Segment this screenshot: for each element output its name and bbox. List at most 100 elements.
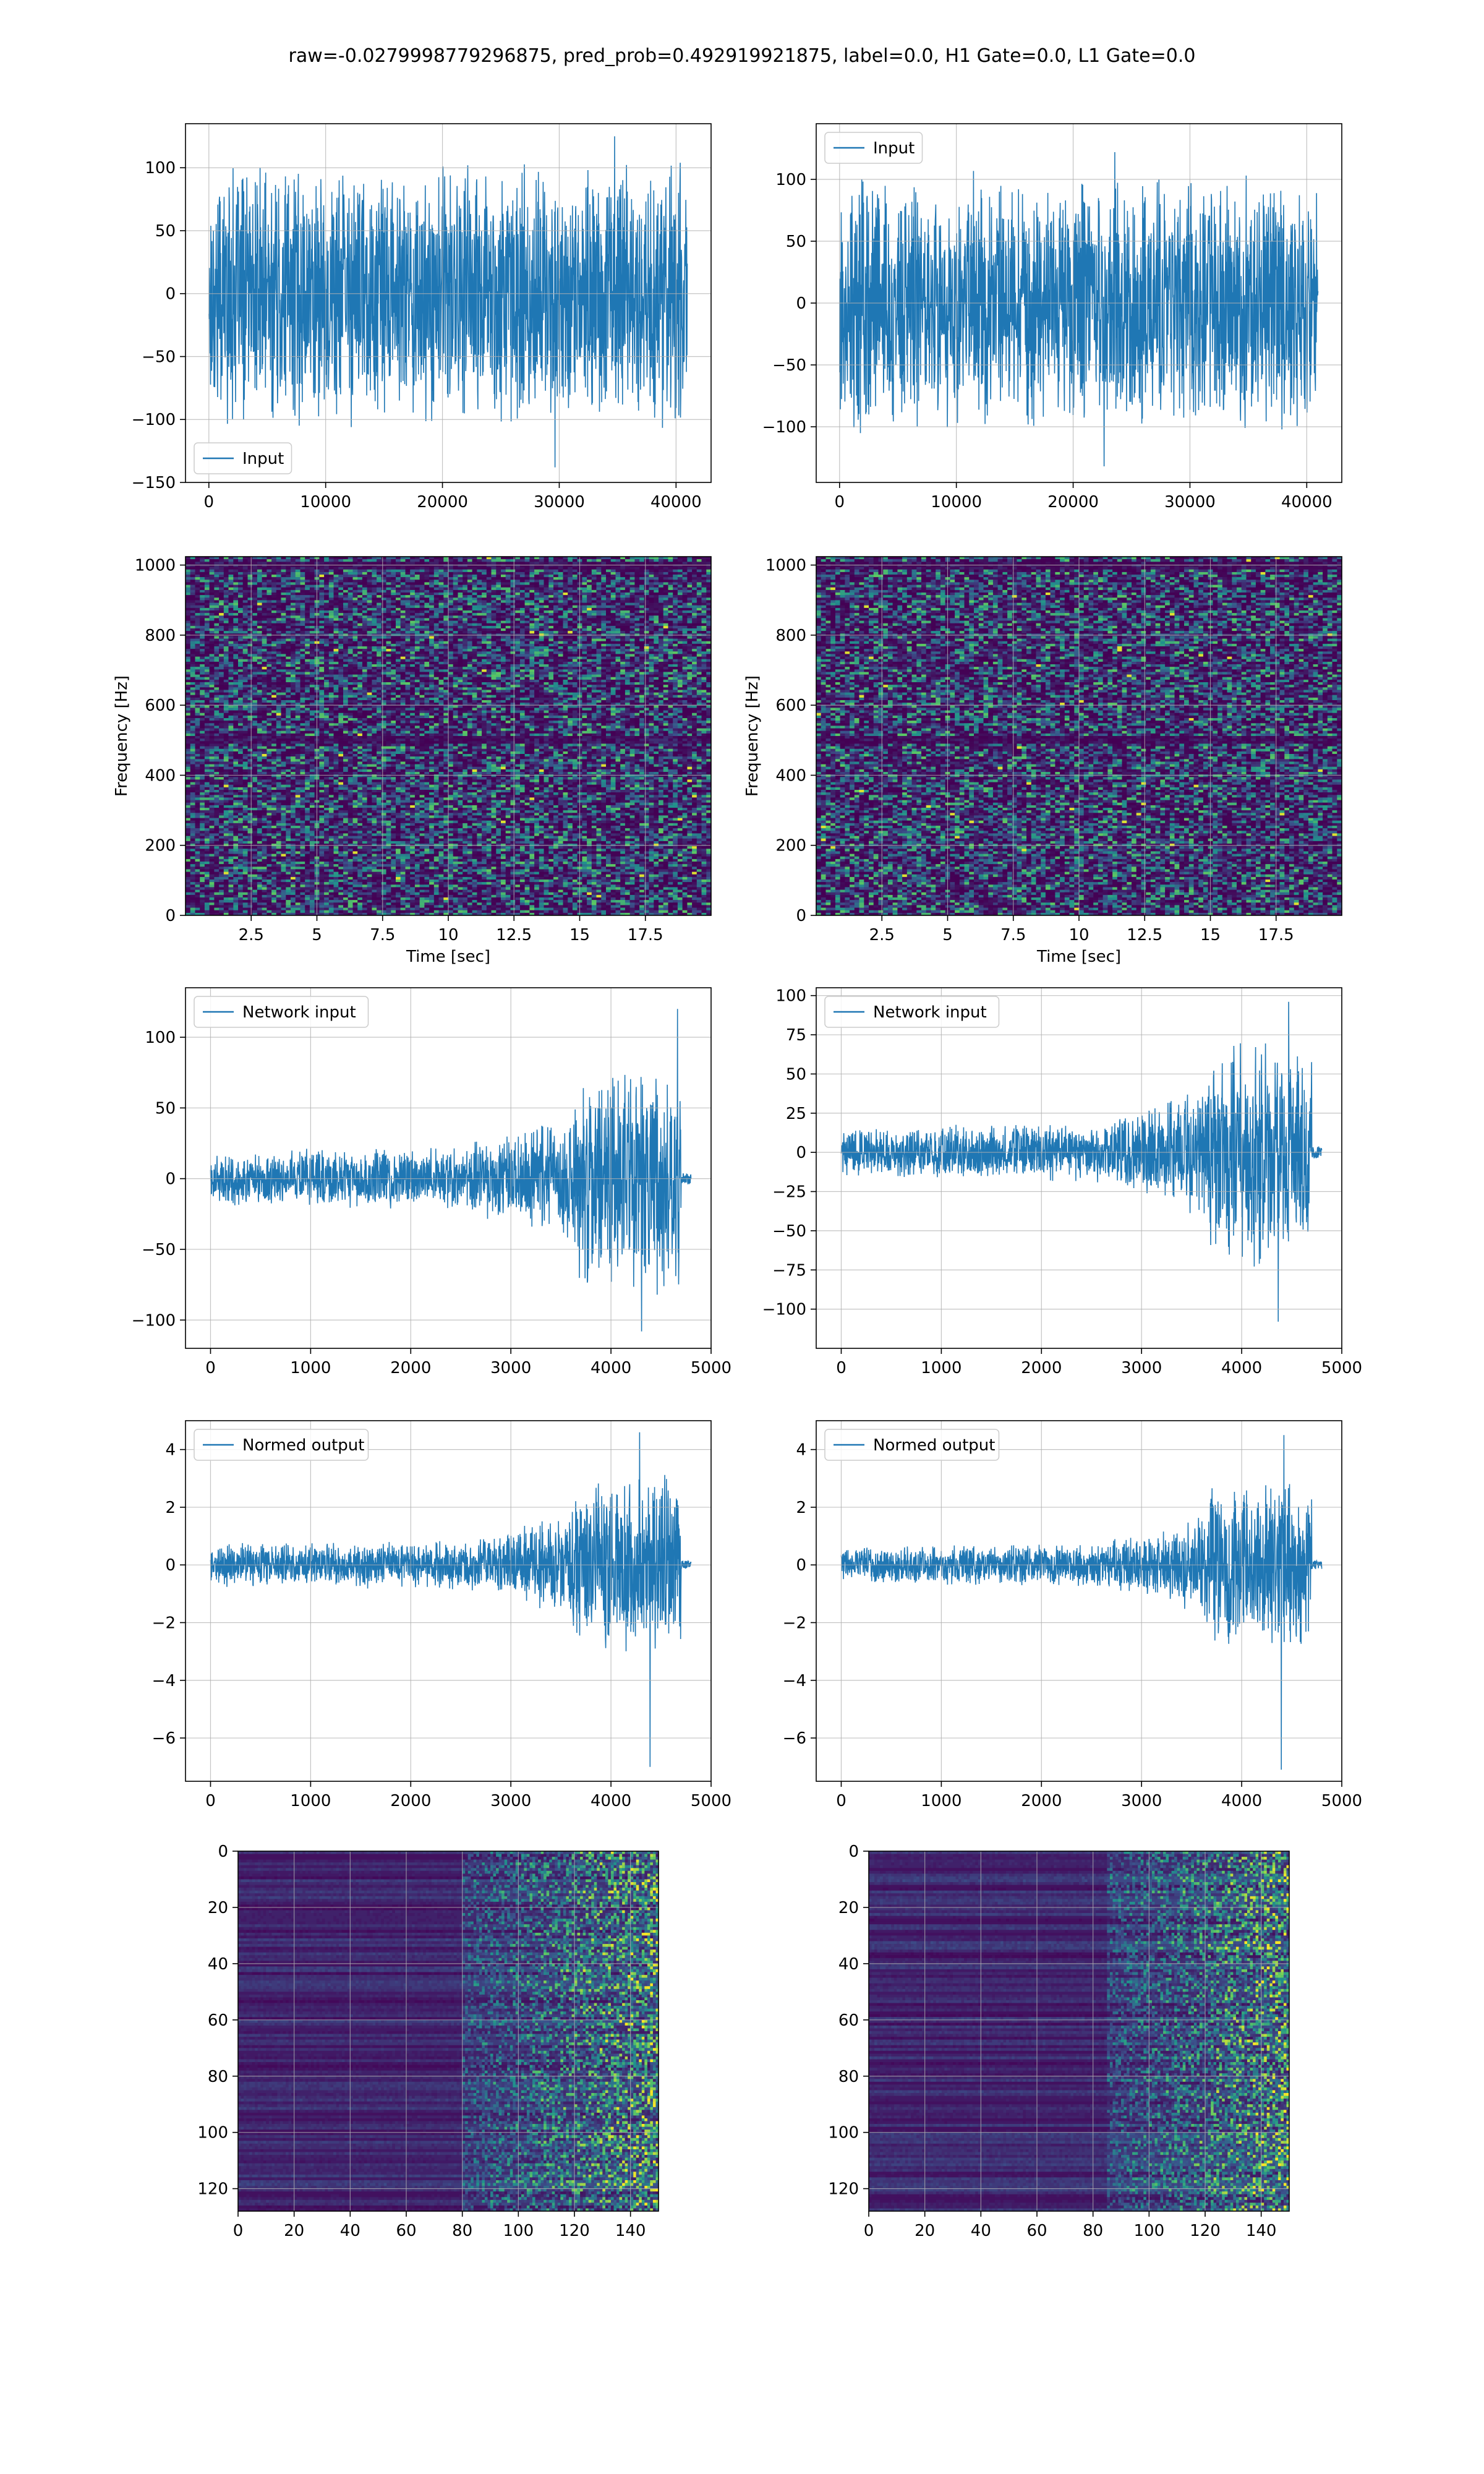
y-tick-label: −2 <box>152 1614 176 1632</box>
x-tick-label: 4000 <box>591 1792 631 1810</box>
axes-frame <box>868 1851 1290 2212</box>
x-tick-label: 5000 <box>1321 1792 1362 1810</box>
legend: Network input <box>194 996 369 1028</box>
x-tick-label: 10 <box>438 926 458 944</box>
plot-area <box>186 557 711 915</box>
x-tick-label: 5000 <box>691 1359 731 1377</box>
y-tick-label: 2 <box>165 1499 176 1517</box>
y-tick-label: 1000 <box>765 557 806 575</box>
x-tick-label: 30000 <box>1164 493 1216 511</box>
chart-network-input-l1: 0 1000 2000 3000 4000 5000 −100 −75 −50 −25 0 25 50 7… <box>762 987 1363 1377</box>
plot-area <box>816 1421 1342 1781</box>
x-tick-label: 20 <box>915 2222 935 2240</box>
y-tick-label: 0 <box>796 1556 806 1575</box>
y-tick-label: 40 <box>838 1955 859 1974</box>
axes-frame <box>237 1851 659 2212</box>
y-tick-label: −100 <box>132 1311 176 1330</box>
axes-frame <box>185 123 712 483</box>
x-tick-label: 4000 <box>591 1359 631 1377</box>
x-tick-label: 2000 <box>390 1359 431 1377</box>
x-tick-label: 100 <box>503 2222 534 2240</box>
y-tick-label: −50 <box>142 348 176 366</box>
x-tick-label: 20 <box>284 2222 304 2240</box>
y-tick-label: 600 <box>775 696 806 715</box>
x-tick-label: 40000 <box>650 493 702 511</box>
plot-area <box>186 1421 711 1781</box>
x-tick-label: 2000 <box>1021 1359 1062 1377</box>
legend-box <box>824 132 923 164</box>
y-tick-label: 50 <box>786 1065 806 1084</box>
x-tick-label: 3000 <box>490 1359 531 1377</box>
x-tick-label: 40 <box>971 2222 991 2240</box>
legend: Input <box>824 132 923 164</box>
legend: Normed output <box>194 1429 369 1461</box>
x-tick-label: 3000 <box>1121 1792 1162 1810</box>
legend: Input <box>194 442 292 474</box>
x-tick-label: 5000 <box>691 1792 731 1810</box>
y-tick-label: 100 <box>145 159 176 178</box>
plot-area <box>186 124 711 482</box>
legend-box <box>194 442 292 474</box>
plot-area <box>816 988 1342 1348</box>
x-tick-label: 140 <box>615 2222 646 2240</box>
legend: Network input <box>824 996 1000 1028</box>
y-tick-label: 400 <box>145 766 176 785</box>
chart-input-h1: 0 10000 20000 30000 40000 −150 −100 −50 0 50 100 In… <box>132 123 712 511</box>
x-tick-label: 5000 <box>1321 1359 1362 1377</box>
x-tick-label: 3000 <box>1121 1359 1162 1377</box>
x-tick-label: 120 <box>1190 2222 1221 2240</box>
y-tick-label: −50 <box>142 1241 176 1259</box>
legend-box <box>194 996 369 1028</box>
plot-area <box>186 988 711 1348</box>
y-tick-label: −25 <box>772 1183 806 1202</box>
y-tick-label: 200 <box>775 837 806 855</box>
x-tick-label: 12.5 <box>496 926 532 944</box>
y-tick-label: 0 <box>796 907 806 925</box>
y-tick-label: 4 <box>796 1441 806 1460</box>
x-tick-label: 2.5 <box>239 926 264 944</box>
plot-area <box>816 124 1342 482</box>
x-tick-label: 1000 <box>921 1792 962 1810</box>
legend-box <box>194 1429 369 1461</box>
y-tick-label: 50 <box>155 222 176 241</box>
plot-area <box>816 557 1342 915</box>
x-tick-label: 10 <box>1068 926 1089 944</box>
legend-label: Input <box>242 450 284 468</box>
y-tick-label: 120 <box>197 2180 228 2199</box>
x-tick-label: 0 <box>836 1359 846 1377</box>
x-tick-label: 15 <box>569 926 590 944</box>
x-tick-label: 15 <box>1200 926 1221 944</box>
y-tick-label: 0 <box>848 1843 859 1861</box>
y-tick-label: 0 <box>165 1170 176 1189</box>
y-tick-label: −6 <box>152 1729 176 1748</box>
y-tick-label: 50 <box>786 233 806 251</box>
chart-feature-map-h1: 0 20 40 60 80 100 120 140 0 20 40 60 80 100 120 <box>197 1843 659 2240</box>
x-tick-label: 40000 <box>1281 493 1333 511</box>
x-tick-label: 1000 <box>290 1792 331 1810</box>
chart-spectrogram-h1: 2.5 5 7.5 10 12.5 15 17.5 0 200 400 600 800 1000 Time… <box>113 556 712 966</box>
x-tick-label: 7.5 <box>1000 926 1026 944</box>
x-tick-label: 80 <box>1083 2222 1103 2240</box>
y-tick-label: 0 <box>165 285 176 304</box>
x-tick-label: 60 <box>396 2222 416 2240</box>
legend-box <box>824 1429 1000 1461</box>
legend: Normed output <box>824 1429 1000 1461</box>
y-tick-label: 800 <box>775 627 806 645</box>
axes-frame <box>816 987 1342 1349</box>
y-tick-label: −100 <box>762 418 806 437</box>
axes-frame <box>185 987 712 1349</box>
chart-feature-map-l1: 0 20 40 60 80 100 120 140 0 20 40 60 80 100 120 <box>828 1843 1290 2240</box>
x-tick-label: 3000 <box>490 1792 531 1810</box>
x-tick-label: 4000 <box>1221 1359 1262 1377</box>
y-tick-label: 75 <box>786 1026 806 1045</box>
x-tick-label: 0 <box>233 2222 244 2240</box>
y-axis-label: Frequency [Hz] <box>113 675 131 797</box>
x-tick-label: 12.5 <box>1127 926 1162 944</box>
x-tick-label: 2000 <box>390 1792 431 1810</box>
y-tick-label: 800 <box>145 627 176 645</box>
plot-area <box>238 1851 659 2211</box>
x-axis-label: Time [sec] <box>406 948 490 966</box>
x-tick-label: 5 <box>942 926 953 944</box>
chart-normed-output-l1: 0 1000 2000 3000 4000 5000 −6 −4 −2 0 2 4 Normed out… <box>783 1420 1362 1810</box>
x-tick-label: 17.5 <box>628 926 663 944</box>
